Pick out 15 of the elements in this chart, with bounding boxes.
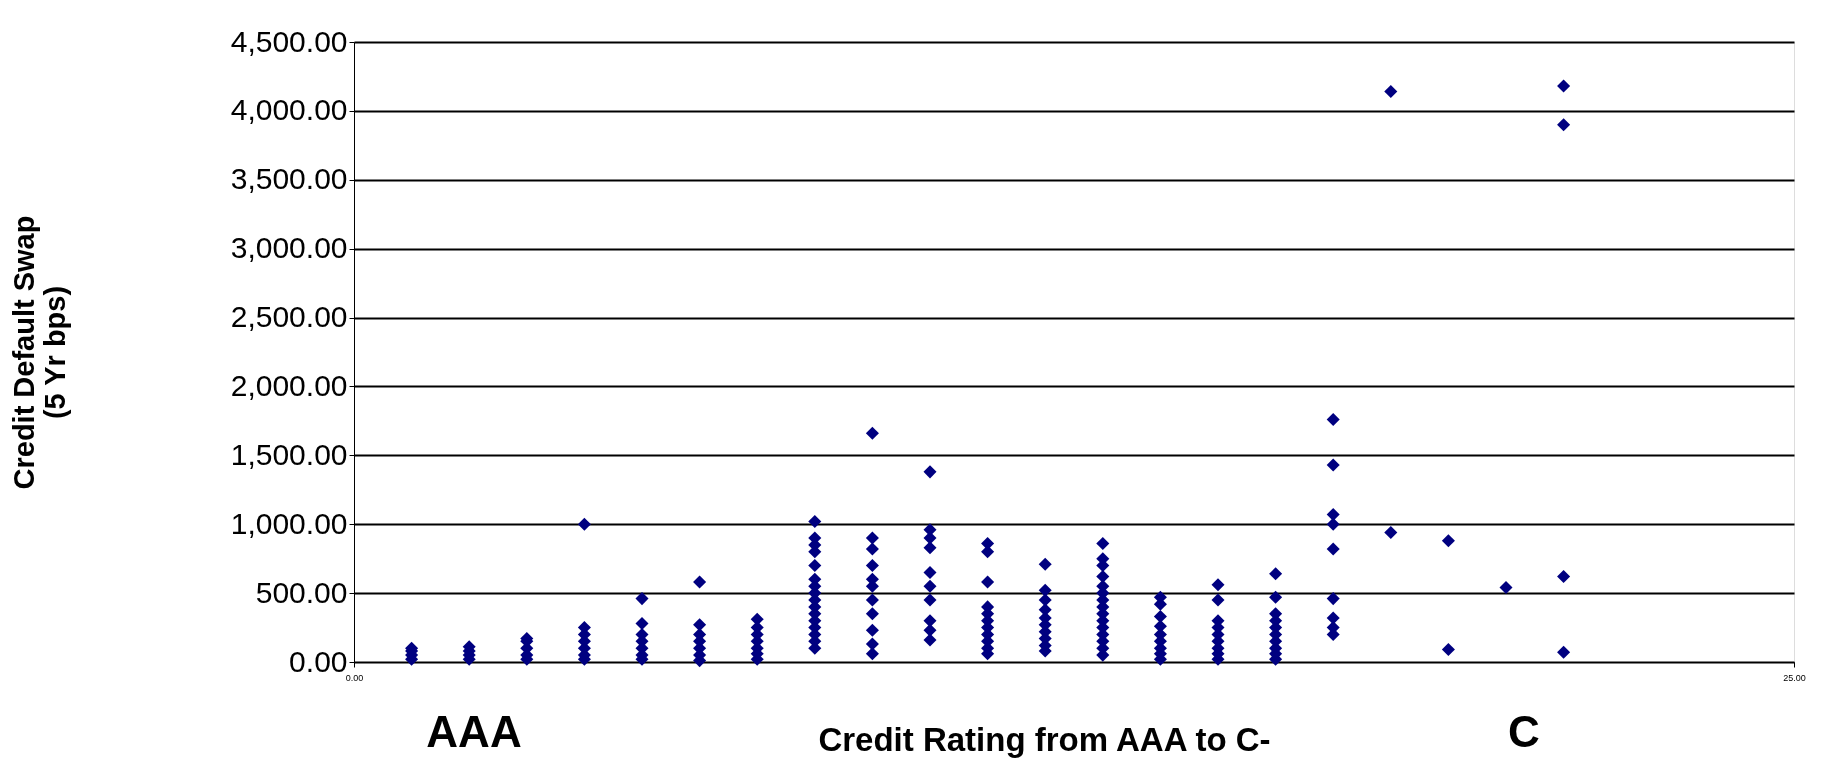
text: (5 Yr bps) — [38, 285, 71, 420]
y-tick-label: 500.00 — [255, 575, 348, 609]
y-tick-label: 1,000.00 — [230, 506, 348, 540]
y-tick-label: 3,000.00 — [230, 231, 348, 265]
text: C — [1508, 707, 1540, 756]
y-tick-label: 4,500.00 — [230, 24, 348, 58]
y-tick-label: 3,500.00 — [230, 162, 348, 196]
y-tick-label: 2,500.00 — [230, 300, 348, 334]
x-tick-label: 25.00 — [1783, 672, 1806, 683]
y-tick-label: 2,000.00 — [230, 368, 348, 402]
text: AAA — [426, 707, 522, 756]
text: Credit Default Swap — [7, 215, 40, 490]
x-axis-title: Credit Rating from AAA to C- — [818, 720, 1271, 758]
y-tick-label: 1,500.00 — [230, 437, 348, 471]
y-tick-label: 4,000.00 — [230, 93, 348, 127]
